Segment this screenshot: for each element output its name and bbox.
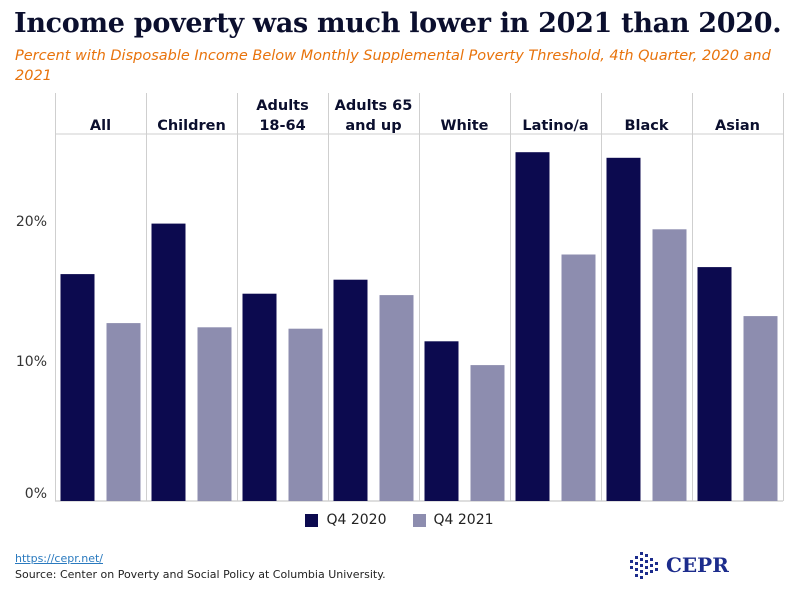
category-labels: All Children Adults 18-64 Adults 65 and up Whi…	[90, 98, 760, 134]
bar-chart: 0% 10% 20% All Children Adults 18-64 Adults 65…	[16, 93, 784, 502]
y-tick-label: 0%	[25, 486, 47, 502]
bar-q4-2020	[515, 152, 550, 501]
chart-title: Income poverty was much lower in 2021 th…	[14, 8, 782, 39]
cepr-logo-icon	[630, 552, 658, 579]
bar-q4-2020	[242, 293, 277, 501]
category-separators	[55, 93, 784, 502]
bar-q4-2020	[333, 279, 368, 501]
cepr-link[interactable]: https://cepr.net/	[15, 552, 103, 565]
y-tick-label: 10%	[16, 354, 47, 370]
bar-q4-2021	[197, 327, 232, 501]
bar-q4-2021	[743, 316, 778, 501]
category-label: 18-64	[259, 118, 305, 134]
legend-item-q4-2021: Q4 2021	[412, 512, 494, 528]
bar-q4-2020	[60, 274, 95, 501]
bar-q4-2021	[652, 229, 687, 502]
bar-q4-2020	[697, 267, 732, 501]
bars	[60, 152, 778, 502]
category-label: Adults	[256, 98, 308, 114]
legend-item-q4-2020: Q4 2020	[305, 512, 387, 528]
bar-q4-2021	[288, 328, 323, 501]
cepr-logo: CEPR	[628, 548, 729, 582]
bar-q4-2021	[379, 295, 414, 501]
bar-q4-2020	[606, 157, 641, 502]
legend-label-q4-2021: Q4 2021	[433, 512, 494, 528]
y-tick-label: 20%	[16, 214, 47, 230]
bar-q4-2020	[151, 223, 186, 501]
category-label: Asian	[715, 118, 760, 134]
category-label: and up	[345, 118, 401, 134]
category-label: Children	[157, 118, 226, 134]
category-label: All	[90, 118, 111, 134]
bar-q4-2021	[561, 254, 596, 501]
legend-swatch-q4-2020	[305, 513, 319, 527]
legend-label-q4-2020: Q4 2020	[326, 512, 387, 528]
y-axis: 0% 10% 20%	[16, 214, 47, 502]
category-label: Black	[624, 118, 668, 134]
category-label: White	[440, 118, 488, 134]
category-label: Adults 65	[335, 98, 413, 114]
bar-q4-2021	[106, 323, 141, 501]
legend: Q4 2020 Q4 2021	[0, 512, 799, 528]
category-label: Latino/a	[522, 118, 588, 134]
bar-q4-2021	[470, 365, 505, 501]
bar-q4-2020	[424, 341, 459, 501]
source-note: Source: Center on Poverty and Social Pol…	[15, 568, 386, 581]
cepr-logo-text: CEPR	[666, 553, 729, 577]
legend-swatch-q4-2021	[412, 513, 426, 527]
chart-subtitle: Percent with Disposable Income Below Mon…	[15, 48, 771, 84]
